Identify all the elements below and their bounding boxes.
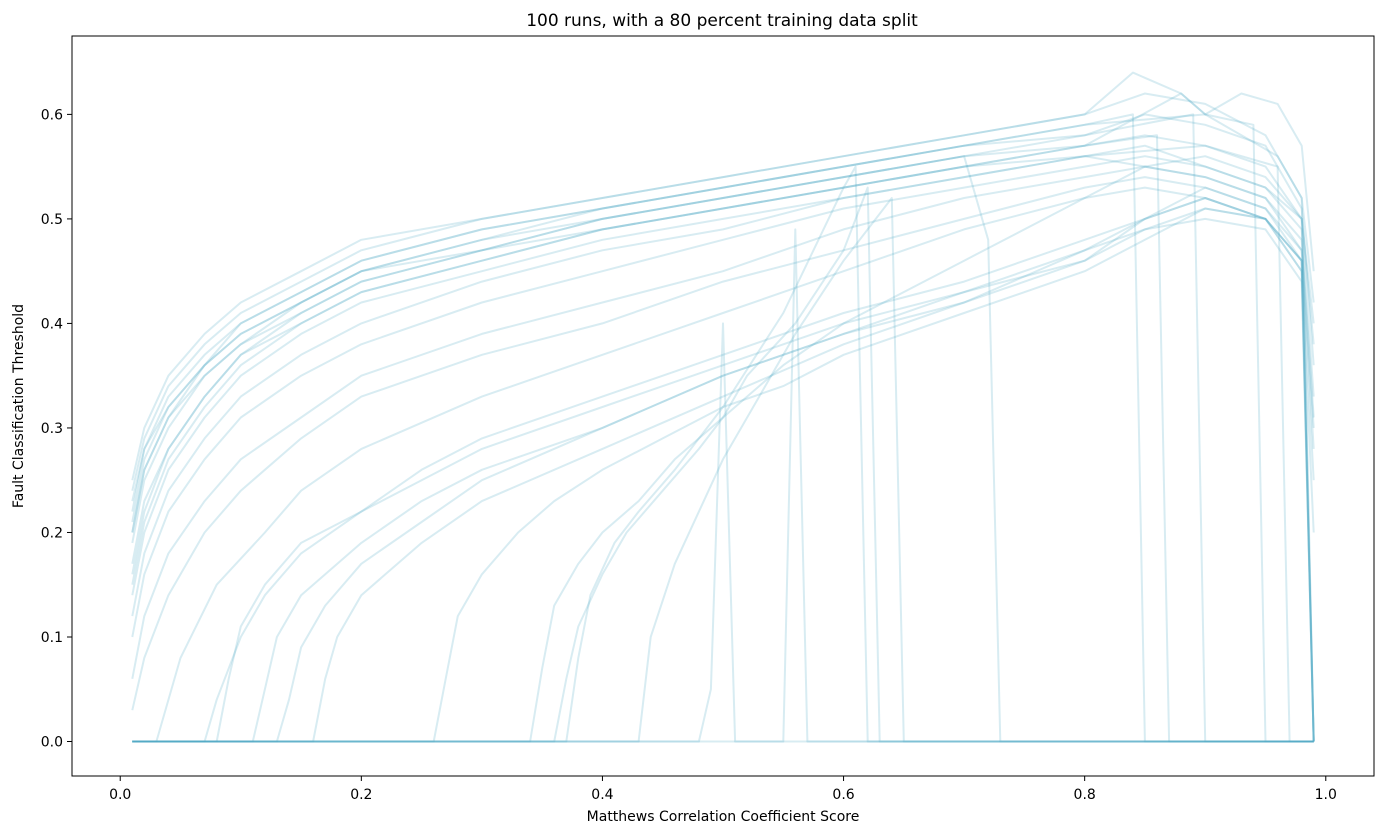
y-tick-label: 0.6 [41,107,63,123]
series-line-1 [131,134,1315,533]
series-line-3 [131,144,1315,564]
y-tick-label: 0.1 [41,630,63,646]
y-tick-label: 0.4 [41,316,63,332]
series-line-4 [131,155,1315,596]
series-line-22 [131,113,1314,743]
y-tick-label: 0.2 [41,525,63,541]
series-line-17 [132,186,1314,743]
series-line-11 [132,217,1315,743]
series-line-5 [131,113,1315,512]
x-tick-label: 1.0 [1315,787,1337,803]
series-line-13 [132,186,1315,743]
series-line-10 [132,197,1315,743]
series-line-8 [131,176,1315,711]
x-axis-label: Matthews Correlation Coefficient Score [587,809,860,825]
x-tick-label: 0.6 [832,787,854,803]
series-line-24 [131,113,1314,743]
x-axis: 0.0 0.2 0.4 0.6 0.8 1.0 [109,776,1337,803]
series-line-25 [131,155,1314,743]
series-line-6 [131,155,1315,638]
series-line-27 [131,144,1314,743]
series-line-15 [132,207,1315,743]
y-tick-label: 0.3 [41,421,63,437]
series-line-14 [132,207,1315,743]
series-line-26 [131,113,1314,743]
x-tick-label: 0.8 [1074,787,1096,803]
series-line-12 [132,197,1315,743]
x-tick-label: 0.2 [350,787,372,803]
chart-title: 100 runs, with a 80 percent training dat… [526,11,918,31]
series-line-29 [131,92,1315,742]
series-line-28 [131,71,1315,481]
series-line-21 [132,228,1314,743]
series-line-9 [132,186,1315,743]
y-tick-label: 0.5 [41,212,63,228]
y-tick-label: 0.0 [41,735,63,751]
x-tick-label: 0.0 [109,787,131,803]
series-line-18 [132,165,1314,743]
series-line-19 [132,197,1314,743]
series-line-2 [131,92,1315,491]
series-line-23 [131,134,1314,743]
y-axis: 0.0 0.1 0.2 0.3 0.4 0.5 0.6 [41,107,72,751]
plot-lines [131,71,1315,743]
x-tick-label: 0.4 [591,787,613,803]
series-line-16 [132,155,1315,743]
series-line-7 [131,165,1315,679]
y-axis-label: Fault Classification Threshold [11,304,27,508]
series-line-20 [132,322,1314,743]
plot-frame [71,35,1375,777]
